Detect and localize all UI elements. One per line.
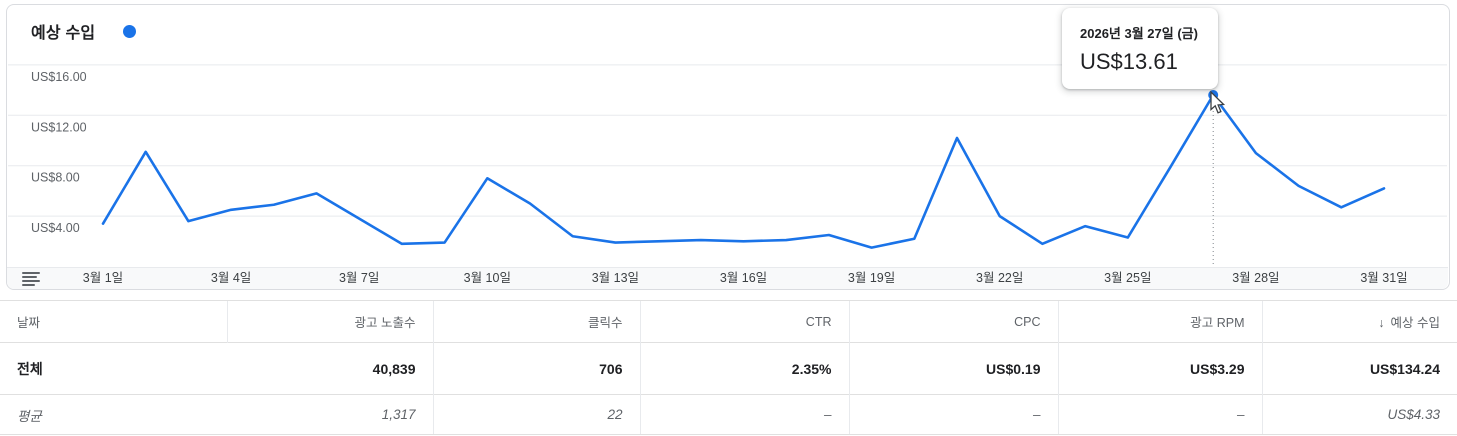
x-axis-tick-label: 3월 7일 — [338, 271, 380, 285]
table-row-average: 평균 1,317 22 – – – US$4.33 — [0, 394, 1457, 435]
total-clicks: 706 — [432, 342, 640, 395]
x-axis-tick-label: 3월 25일 — [1104, 271, 1152, 285]
table-header-row: 날짜 광고 노출수 클릭수 CTR CPC 광고 RPM ↓ 예상 수입 — [0, 300, 1457, 343]
tooltip-value: US$13.61 — [1080, 49, 1178, 74]
sort-descending-icon: ↓ — [1378, 316, 1385, 330]
x-axis-tick-label: 3월 13일 — [591, 271, 640, 285]
chart-tooltip: 2026년 3월 27일 (금) US$13.61 — [1062, 8, 1218, 89]
total-earnings: US$134.24 — [1261, 342, 1457, 395]
average-ctr: – — [639, 394, 849, 435]
y-axis-tick-label: US$4.00 — [31, 221, 80, 235]
column-header-earnings[interactable]: ↓ 예상 수입 — [1261, 300, 1457, 343]
total-rpm: US$3.29 — [1057, 342, 1262, 395]
total-impressions: 40,839 — [227, 342, 433, 395]
column-header-rpm[interactable]: 광고 RPM — [1057, 300, 1262, 343]
row-label-average: 평균 — [0, 394, 227, 435]
column-header-date[interactable]: 날짜 — [0, 300, 227, 343]
y-axis-tick-label: US$12.00 — [31, 120, 87, 134]
x-axis-tick-label: 3월 22일 — [976, 271, 1024, 285]
chart-data-list-icon[interactable] — [22, 272, 42, 286]
x-axis-tick-label: 3월 28일 — [1232, 271, 1280, 285]
highlighted-data-point[interactable] — [1208, 90, 1219, 101]
column-header-earnings-label: 예상 수입 — [1390, 316, 1440, 330]
x-axis-tick-label: 3월 4일 — [210, 271, 252, 285]
chart-header: 예상 수입 — [31, 17, 137, 45]
x-axis-strip: 3월 1일 3월 4일 3월 7일 3월 10일 3월 13일 3월 16일 3월 19일 3… — [7, 267, 1448, 289]
tooltip-date: 2026년 3월 27일 (금) — [1080, 26, 1198, 41]
series-legend-dot[interactable] — [123, 24, 137, 38]
average-impressions: 1,317 — [227, 394, 433, 435]
total-cpc: US$0.19 — [848, 342, 1058, 395]
report-table: 날짜 광고 노출수 클릭수 CTR CPC 광고 RPM ↓ 예상 수입 전체 4… — [0, 300, 1457, 435]
column-header-impressions[interactable]: 광고 노출수 — [226, 300, 433, 343]
earnings-line-chart[interactable]: US$4.00 US$8.00 US$12.00 US$16.00 — [7, 61, 1448, 268]
average-earnings: US$4.33 — [1261, 394, 1457, 435]
chart-title: 예상 수입 — [31, 25, 96, 42]
x-axis-tick-label: 3월 31일 — [1360, 271, 1408, 285]
column-header-cpc[interactable]: CPC — [848, 300, 1058, 343]
average-cpc: – — [848, 394, 1058, 435]
x-axis-tick-label: 3월 1일 — [82, 271, 124, 285]
y-axis-tick-label: US$8.00 — [31, 171, 80, 185]
x-axis-tick-label: 3월 10일 — [463, 271, 511, 285]
average-rpm: – — [1057, 394, 1262, 435]
column-header-ctr[interactable]: CTR — [639, 300, 849, 343]
x-axis-tick-label: 3월 19일 — [847, 271, 896, 285]
average-clicks: 22 — [432, 394, 640, 435]
chart-plot-area[interactable]: US$4.00 US$8.00 US$12.00 US$16.00 — [7, 61, 1448, 268]
row-label-total: 전체 — [0, 342, 227, 395]
earnings-chart-card: 예상 수입 US$4.00 US$8.00 US$12.00 US$16.00 3월 … — [6, 4, 1450, 290]
x-axis-tick-label: 3월 16일 — [719, 271, 768, 285]
table-row-total: 전체 40,839 706 2.35% US$0.19 US$3.29 US$1… — [0, 342, 1457, 395]
earnings-series-line — [101, 93, 1386, 249]
total-ctr: 2.35% — [639, 342, 849, 395]
y-axis-tick-label: US$16.00 — [31, 70, 87, 84]
column-header-clicks[interactable]: 클릭수 — [432, 300, 640, 343]
